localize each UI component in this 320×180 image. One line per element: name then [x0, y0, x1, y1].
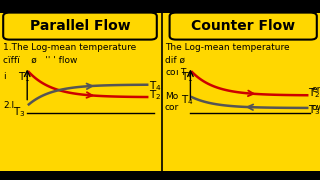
FancyBboxPatch shape	[0, 13, 320, 171]
Text: 2.l: 2.l	[3, 101, 14, 110]
Text: cïffï    ø   '' ' flow: cïffï ø '' ' flow	[3, 56, 77, 65]
Text: 1.The Log-mean temperature: 1.The Log-mean temperature	[3, 43, 136, 52]
Text: T$_4$: T$_4$	[181, 94, 194, 107]
Text: T$_3$: T$_3$	[13, 105, 25, 119]
Text: Mo: Mo	[165, 92, 178, 101]
Text: T$_1$: T$_1$	[181, 70, 193, 84]
Text: ow: ow	[312, 103, 320, 112]
Text: coı T$_1$: coı T$_1$	[165, 67, 192, 79]
Text: er: er	[312, 85, 320, 94]
Text: T$_2$: T$_2$	[308, 87, 320, 100]
FancyBboxPatch shape	[0, 171, 320, 180]
Text: T$_1$: T$_1$	[18, 70, 30, 84]
Text: Counter Flow: Counter Flow	[191, 19, 295, 33]
FancyBboxPatch shape	[170, 13, 317, 40]
Text: dif ø: dif ø	[165, 56, 185, 65]
Text: T$_3$: T$_3$	[308, 103, 320, 117]
FancyBboxPatch shape	[3, 13, 157, 40]
Text: Parallel Flow: Parallel Flow	[30, 19, 130, 33]
Text: T$_2$: T$_2$	[149, 88, 161, 102]
Text: cor: cor	[165, 103, 179, 112]
Text: i: i	[3, 72, 6, 81]
Text: The Log-mean temperature: The Log-mean temperature	[165, 43, 289, 52]
Text: T$_4$: T$_4$	[149, 80, 162, 93]
FancyBboxPatch shape	[0, 0, 320, 13]
